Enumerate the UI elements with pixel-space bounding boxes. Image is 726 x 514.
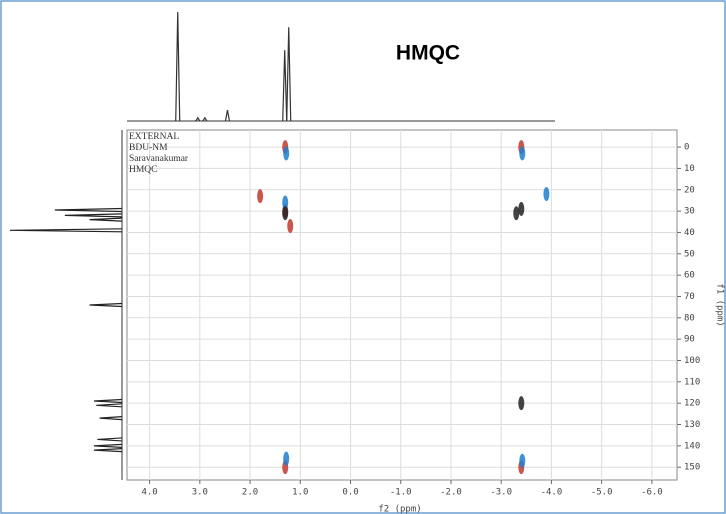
y-tick-label: 70 — [684, 292, 695, 302]
y-tick-label: 30 — [684, 207, 695, 217]
f1-projection-peak — [93, 398, 123, 404]
x-tick-label: -6.0 — [641, 488, 663, 498]
f1-projection-peak — [89, 302, 123, 308]
y-tick-label: 50 — [684, 249, 695, 259]
plot-area — [126, 129, 678, 481]
annotation: BDU-NM — [129, 143, 168, 153]
annotation: EXTERNAL — [129, 132, 179, 142]
x-tick-label: -1.0 — [390, 488, 412, 498]
x-tick-label: -2.0 — [440, 488, 462, 498]
y-tick-label: 10 — [684, 164, 695, 174]
x-tick-label: 1.0 — [292, 488, 308, 498]
x-tick-label: 4.0 — [141, 488, 157, 498]
f2-projection-peak — [175, 11, 181, 122]
y-tick-label: 130 — [684, 420, 700, 430]
x-tick-label: 3.0 — [192, 488, 208, 498]
cross-peak — [282, 206, 289, 221]
f1-projection-peak — [64, 213, 123, 218]
cross-peak — [518, 396, 525, 411]
f1-projection-peak — [93, 443, 123, 448]
y-tick-label: 60 — [684, 271, 695, 281]
cross-peak — [519, 453, 526, 468]
y-tick-label: 140 — [684, 441, 700, 451]
cross-peak — [257, 189, 264, 204]
f2-projection-peak — [224, 109, 231, 122]
cross-peak — [543, 187, 550, 202]
y-tick-label: 100 — [684, 356, 700, 366]
annotation: HMQC — [129, 165, 158, 175]
y-axis-label: f1 (ppm) — [715, 283, 725, 326]
x-tick-label: 2.0 — [242, 488, 258, 498]
y-tick-label: 90 — [684, 335, 695, 345]
f1-projection-peak — [97, 437, 123, 442]
f1-projection-peak — [54, 207, 123, 213]
y-tick-label: 20 — [684, 185, 695, 195]
cross-peak — [519, 146, 526, 161]
y-tick-label: 150 — [684, 463, 700, 473]
x-axis-label: f2 (ppm) — [378, 505, 421, 514]
x-tick-label: -5.0 — [591, 488, 613, 498]
f1-projection-peak — [89, 217, 123, 222]
f1-projection-peak — [96, 403, 123, 408]
x-tick-label: -3.0 — [490, 488, 512, 498]
f2-projection-peak — [282, 50, 288, 122]
chart-title: HMQC — [396, 42, 460, 65]
f2-projection-peak — [195, 116, 201, 122]
cross-peak — [282, 195, 289, 210]
y-tick-label: 40 — [684, 228, 695, 238]
y-tick-label: 120 — [684, 399, 700, 409]
x-tick-label: 0.0 — [342, 488, 358, 498]
f1-projection-peak — [93, 448, 123, 453]
y-tick-label: 80 — [684, 313, 695, 323]
x-tick-label: -4.0 — [541, 488, 563, 498]
cross-peak — [513, 206, 520, 221]
y-tick-label: 0 — [684, 143, 689, 153]
f2-projection-peak — [286, 27, 292, 122]
y-tick-label: 110 — [684, 377, 700, 387]
f1-projection-peak — [9, 228, 123, 233]
f1-projection-peak — [99, 416, 123, 421]
cross-peak — [283, 451, 290, 466]
cross-peak — [287, 219, 294, 234]
f2-projection-peak — [202, 116, 208, 122]
cross-peak — [283, 146, 290, 161]
cross-peak — [518, 201, 525, 216]
annotation: Saravanakumar — [129, 154, 189, 164]
